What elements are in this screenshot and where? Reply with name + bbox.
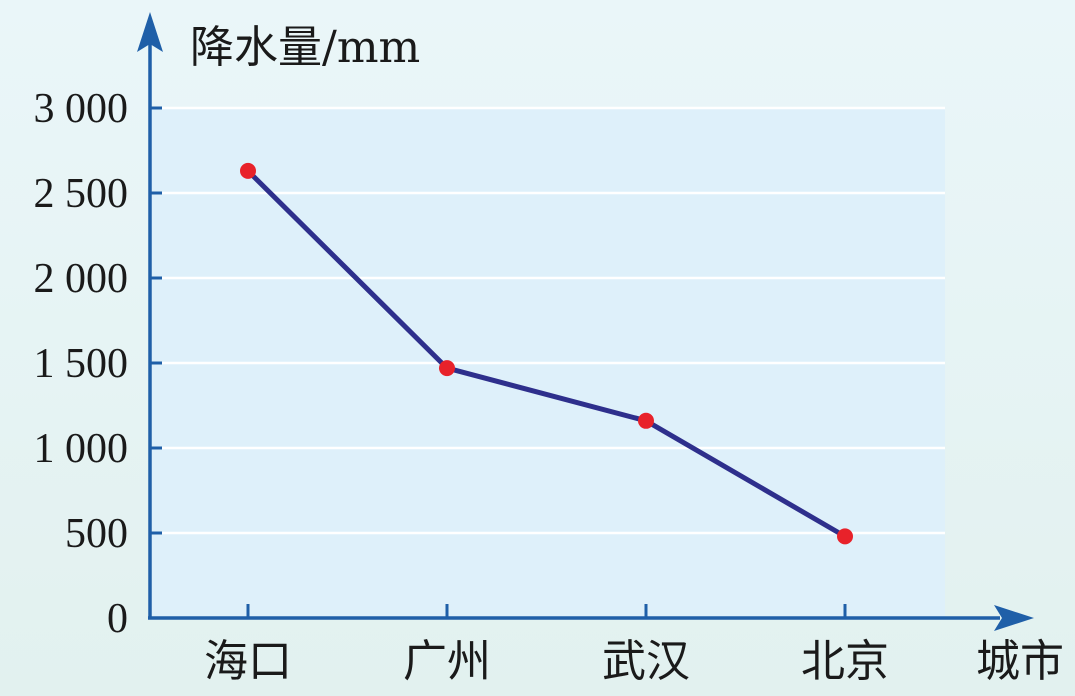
data-point bbox=[240, 162, 256, 179]
data-series bbox=[240, 162, 853, 545]
y-tick-label: 500 bbox=[65, 511, 128, 557]
x-tick-label: 武汉 bbox=[602, 636, 690, 687]
gridlines bbox=[152, 106, 945, 535]
y-tick-label: 3 000 bbox=[34, 86, 129, 132]
y-axis-title: 降水量/mm bbox=[190, 22, 420, 73]
series-line bbox=[245, 168, 848, 539]
y-tick-label: 1 000 bbox=[34, 426, 129, 472]
x-axis-arrow-icon bbox=[994, 605, 1034, 631]
y-axis-arrow-icon bbox=[137, 12, 163, 52]
x-tick-label: 广州 bbox=[403, 636, 491, 687]
y-ticks: 0 500 1 000 1 500 2 000 2 500 3 000 bbox=[34, 86, 162, 642]
x-ticks: 海口 广州 武汉 北京 bbox=[204, 604, 889, 687]
y-tick-label: 0 bbox=[107, 596, 128, 642]
y-tick-label: 1 500 bbox=[34, 341, 129, 387]
x-tick-label: 海口 bbox=[204, 636, 292, 687]
x-tick-label: 北京 bbox=[801, 636, 889, 687]
y-tick-label: 2 000 bbox=[34, 256, 129, 302]
y-tick-label: 2 500 bbox=[34, 171, 129, 217]
data-point bbox=[439, 360, 455, 377]
axes bbox=[137, 12, 1034, 631]
data-point bbox=[837, 528, 853, 545]
data-point bbox=[638, 412, 654, 429]
x-axis-title: 城市 bbox=[976, 636, 1064, 687]
